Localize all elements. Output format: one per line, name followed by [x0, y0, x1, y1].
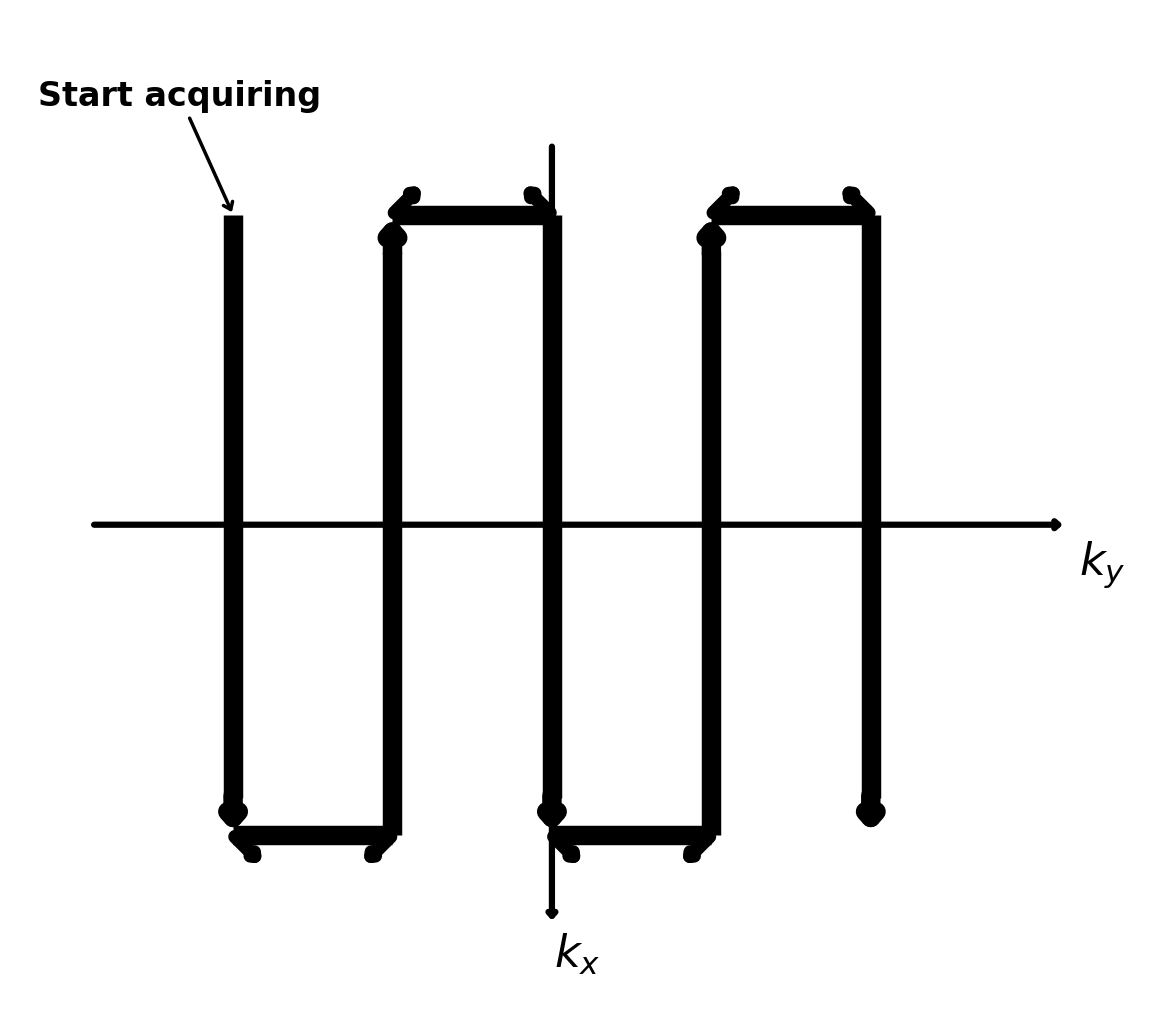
Text: $k_x$: $k_x$: [553, 932, 600, 977]
Text: Start acquiring: Start acquiring: [38, 80, 322, 210]
Text: $k_y$: $k_y$: [1079, 539, 1126, 590]
